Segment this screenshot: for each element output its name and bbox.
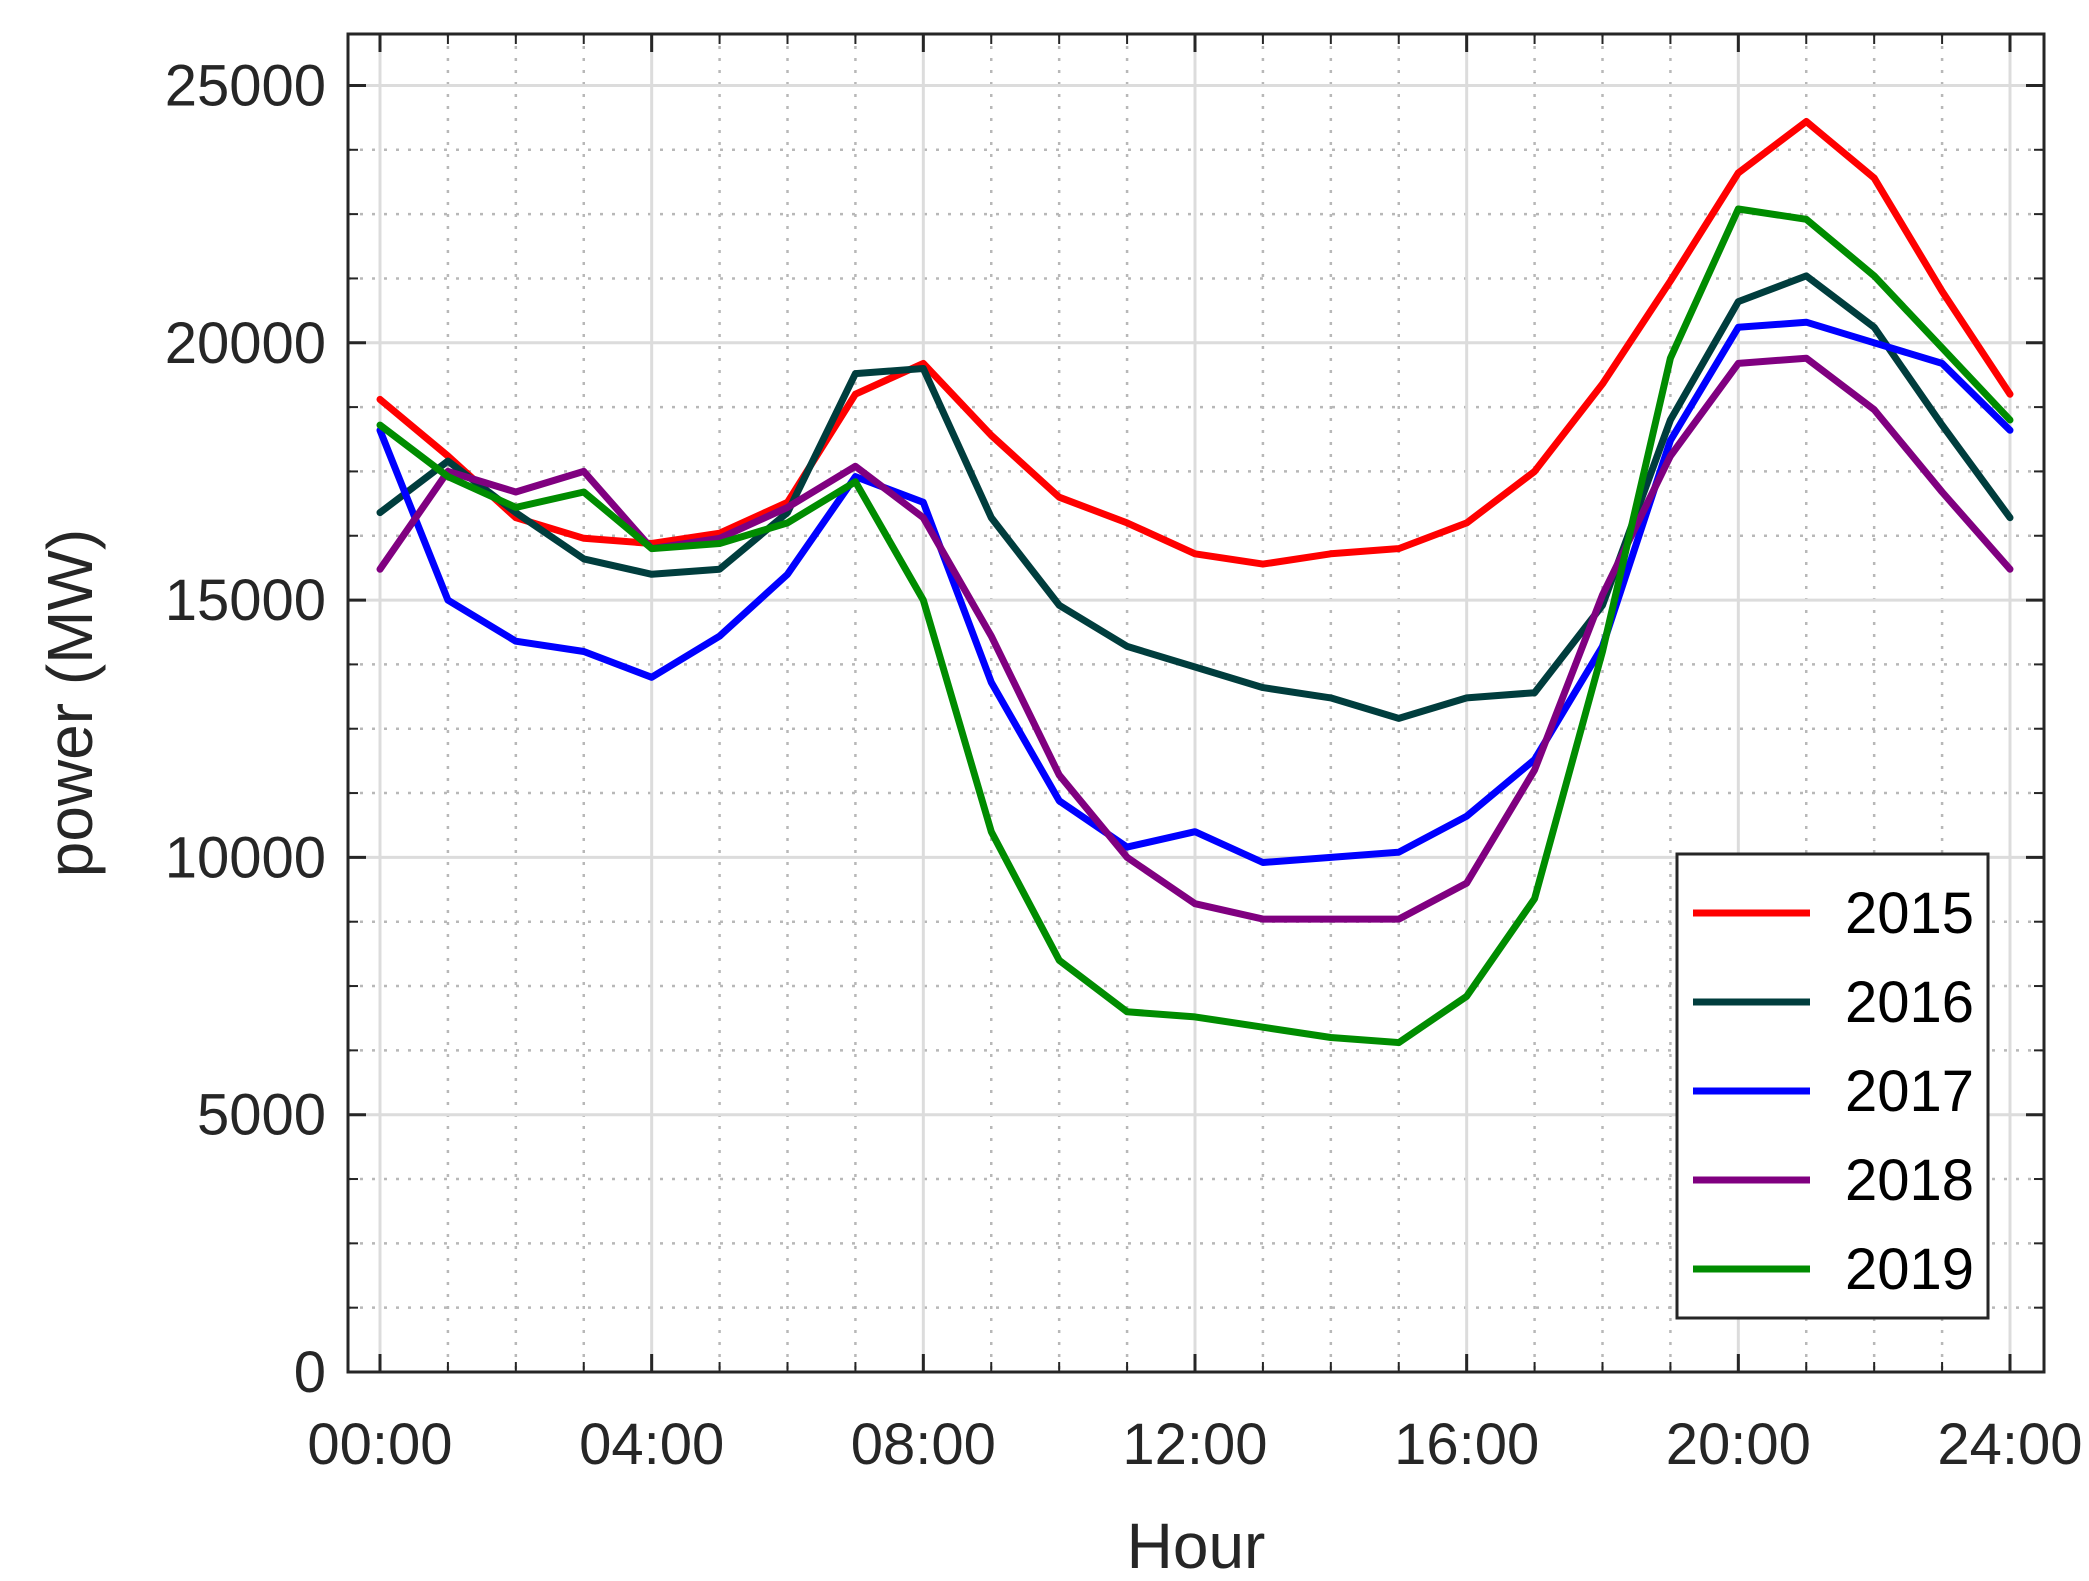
- x-tick-label: 16:00: [1394, 1412, 1539, 1477]
- legend-label-2015: 2015: [1845, 881, 1974, 946]
- y-tick-label: 20000: [165, 311, 326, 376]
- y-tick-label: 0: [294, 1340, 326, 1405]
- y-tick-label: 5000: [197, 1083, 326, 1148]
- legend-label-2019: 2019: [1845, 1237, 1974, 1302]
- y-axis-label: power (MW): [34, 529, 106, 877]
- x-tick-label: 08:00: [851, 1412, 996, 1477]
- x-tick-label: 00:00: [307, 1412, 452, 1477]
- legend-label-2018: 2018: [1845, 1148, 1974, 1213]
- series-lines: [376, 118, 2014, 1047]
- y-tick-labels: 0 5000 10000 15000 20000 25000: [165, 53, 326, 1405]
- series-line-2019: [376, 205, 2014, 1047]
- series-line-2016: [376, 272, 2014, 722]
- legend-label-2016: 2016: [1845, 970, 1974, 1035]
- series-line-2017: [376, 318, 2014, 866]
- y-tick-label: 25000: [165, 53, 326, 118]
- x-tick-label: 24:00: [1937, 1412, 2082, 1477]
- axis-ticks: [348, 34, 2044, 1374]
- x-tick-label: 04:00: [579, 1412, 724, 1477]
- y-tick-label: 15000: [165, 568, 326, 633]
- y-tick-label: 10000: [165, 825, 326, 890]
- legend-label-2017: 2017: [1845, 1059, 1974, 1124]
- legend-box: [1675, 852, 1990, 1320]
- x-tick-label: 12:00: [1122, 1412, 1267, 1477]
- x-tick-labels: 00:00 04:00 08:00 12:00 16:00 20:00 24:00: [307, 1412, 2082, 1477]
- legend: 2015 2016 2017 2018 2019: [1675, 852, 1990, 1320]
- x-axis-label: Hour: [1127, 1510, 1266, 1581]
- x-tick-label: 20:00: [1666, 1412, 1811, 1477]
